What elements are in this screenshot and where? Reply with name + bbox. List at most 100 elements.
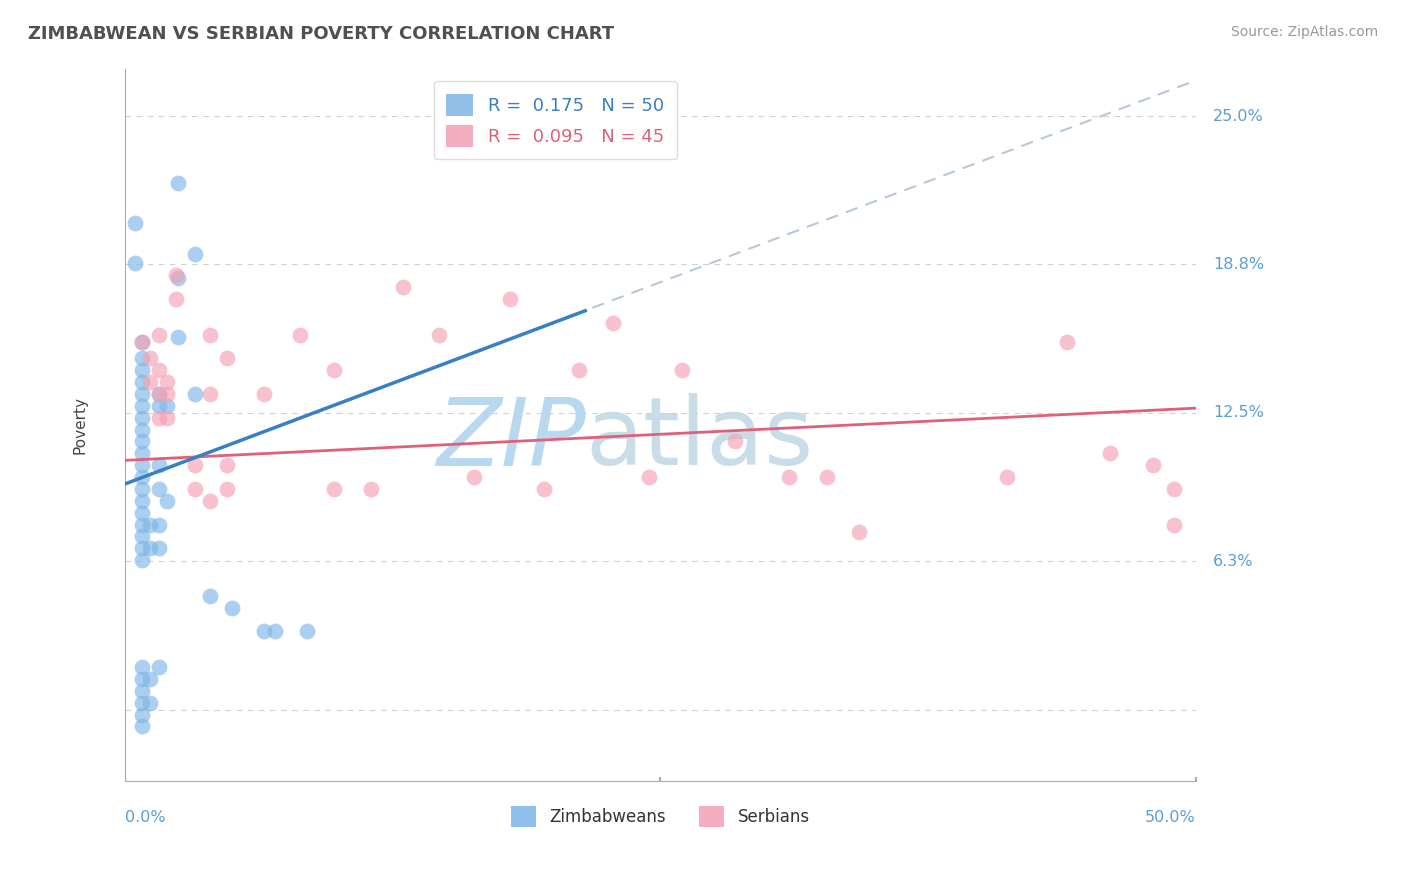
Point <box>200 493 222 508</box>
Point <box>995 470 1018 484</box>
Point <box>165 9 187 23</box>
Point <box>131 434 153 449</box>
Point <box>200 327 222 342</box>
Point <box>295 624 318 639</box>
Point <box>167 176 190 190</box>
Point <box>131 517 153 532</box>
Point <box>167 330 190 344</box>
Point <box>360 482 382 496</box>
Point <box>1163 482 1185 496</box>
Point <box>148 410 170 425</box>
Point <box>124 216 146 230</box>
Point <box>165 292 187 306</box>
Point <box>217 458 239 472</box>
Text: 12.5%: 12.5% <box>1213 405 1264 420</box>
Point <box>463 470 485 484</box>
Point <box>131 351 153 366</box>
Point <box>568 363 591 377</box>
Point <box>148 517 170 532</box>
Text: 25.0%: 25.0% <box>1213 109 1264 123</box>
Text: 18.8%: 18.8% <box>1213 257 1264 272</box>
Point <box>217 482 239 496</box>
Text: Poverty: Poverty <box>72 396 87 454</box>
Point <box>131 470 153 484</box>
Point <box>131 672 153 686</box>
Point <box>131 541 153 556</box>
Point <box>148 387 170 401</box>
Point <box>131 660 153 674</box>
Point <box>139 541 162 556</box>
Point <box>131 334 153 349</box>
Point <box>1163 517 1185 532</box>
Point <box>848 524 870 539</box>
Point <box>392 280 415 294</box>
Point <box>131 553 153 567</box>
Text: 0.0%: 0.0% <box>125 810 165 824</box>
Point <box>724 434 747 449</box>
Point <box>139 696 162 710</box>
Point <box>156 399 179 413</box>
Point <box>1142 458 1164 472</box>
Point <box>131 399 153 413</box>
Point <box>638 470 661 484</box>
Point <box>200 589 222 603</box>
Point <box>671 363 693 377</box>
Text: ZIP: ZIP <box>436 393 585 484</box>
Point <box>139 375 162 389</box>
Point <box>131 529 153 543</box>
Point <box>139 672 162 686</box>
Text: 50.0%: 50.0% <box>1144 810 1197 824</box>
Point <box>131 410 153 425</box>
Point <box>156 387 179 401</box>
Point <box>184 387 207 401</box>
Point <box>602 316 624 330</box>
Point <box>131 363 153 377</box>
Point <box>1099 446 1122 460</box>
Point <box>139 351 162 366</box>
Point <box>131 334 153 349</box>
Point <box>167 270 190 285</box>
Point <box>131 482 153 496</box>
Text: ZIMBABWEAN VS SERBIAN POVERTY CORRELATION CHART: ZIMBABWEAN VS SERBIAN POVERTY CORRELATIO… <box>28 25 614 43</box>
Point <box>148 327 170 342</box>
Point <box>131 683 153 698</box>
Point <box>200 387 222 401</box>
Point <box>815 470 838 484</box>
Point <box>499 292 522 306</box>
Point <box>217 351 239 366</box>
Point <box>148 458 170 472</box>
Legend: R =  0.175   N = 50, R =  0.095   N = 45: R = 0.175 N = 50, R = 0.095 N = 45 <box>433 81 676 160</box>
Point <box>156 493 179 508</box>
Point <box>184 458 207 472</box>
Point <box>156 375 179 389</box>
Text: Source: ZipAtlas.com: Source: ZipAtlas.com <box>1230 25 1378 39</box>
Point <box>148 660 170 674</box>
Point <box>156 410 179 425</box>
Point <box>263 624 285 639</box>
Point <box>139 517 162 532</box>
Point <box>148 541 170 556</box>
Point <box>429 327 451 342</box>
Point <box>148 363 170 377</box>
Point <box>533 482 555 496</box>
Point <box>131 493 153 508</box>
Point <box>778 470 800 484</box>
Point <box>131 707 153 722</box>
Point <box>148 482 170 496</box>
Point <box>323 482 346 496</box>
Point <box>165 268 187 282</box>
Point <box>221 600 243 615</box>
Point <box>131 387 153 401</box>
Point <box>253 387 276 401</box>
Point <box>131 696 153 710</box>
Point <box>131 375 153 389</box>
Point <box>184 482 207 496</box>
Point <box>131 719 153 733</box>
Point <box>131 423 153 437</box>
Point <box>131 458 153 472</box>
Point <box>131 446 153 460</box>
Point <box>148 399 170 413</box>
Point <box>253 624 276 639</box>
Point <box>1056 334 1078 349</box>
Point <box>124 256 146 270</box>
